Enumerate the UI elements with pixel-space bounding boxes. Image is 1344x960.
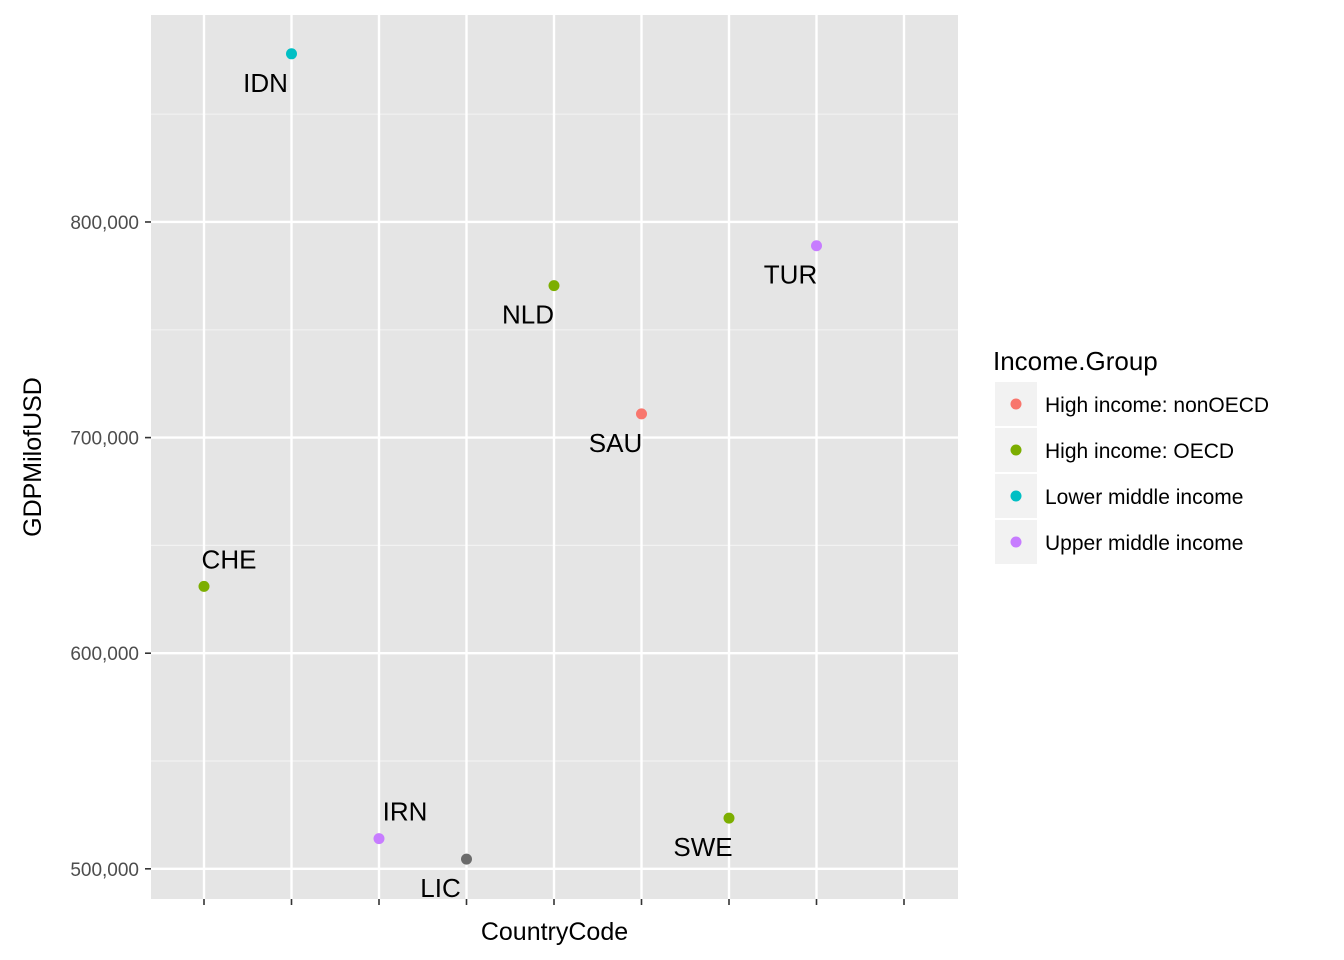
legend: Income.Group High income: nonOECD High in… <box>993 346 1269 564</box>
data-point-sau <box>636 408 647 420</box>
point-label-lic: LIC <box>420 873 460 903</box>
y-tick-label: 500,000 <box>70 860 139 881</box>
point-label-che: CHE <box>202 544 257 574</box>
y-tick-label: 600,000 <box>70 644 139 665</box>
point-label-tur: TUR <box>764 260 817 290</box>
data-point-irn <box>373 833 385 845</box>
point-label-irn: IRN <box>383 797 428 827</box>
data-point-nld <box>548 280 560 292</box>
legend-label: High income: nonOECD <box>1045 394 1269 417</box>
legend-swatch <box>1010 490 1022 502</box>
point-label-idn: IDN <box>243 68 288 98</box>
legend-swatch <box>1010 398 1022 410</box>
legend-label: Lower middle income <box>1045 486 1243 509</box>
legend-label: High income: OECD <box>1045 440 1234 463</box>
point-labels: CHE IDN IRN LIC NLD SAU SWE TUR <box>202 68 818 903</box>
legend-swatch <box>1010 444 1022 456</box>
y-tick-label: 800,000 <box>70 213 139 234</box>
y-axis: 500,000 600,000 700,000 800,000 <box>70 213 905 905</box>
legend-swatch <box>1010 536 1022 548</box>
legend-label: Upper middle income <box>1045 532 1243 555</box>
data-point-swe <box>723 812 735 824</box>
major-gridlines <box>151 15 958 899</box>
y-axis-title: GDPMilofUSD <box>19 377 47 537</box>
data-point-tur <box>811 240 822 252</box>
data-point-idn <box>286 48 297 60</box>
data-points <box>198 48 822 865</box>
y-tick-label: 700,000 <box>70 429 139 450</box>
data-point-lic <box>461 853 472 865</box>
point-label-sau: SAU <box>589 428 642 458</box>
x-axis-title: CountryCode <box>481 918 628 946</box>
point-label-nld: NLD <box>502 300 554 330</box>
data-point-che <box>198 580 210 592</box>
legend-title: Income.Group <box>993 346 1158 376</box>
point-label-swe: SWE <box>673 832 732 862</box>
